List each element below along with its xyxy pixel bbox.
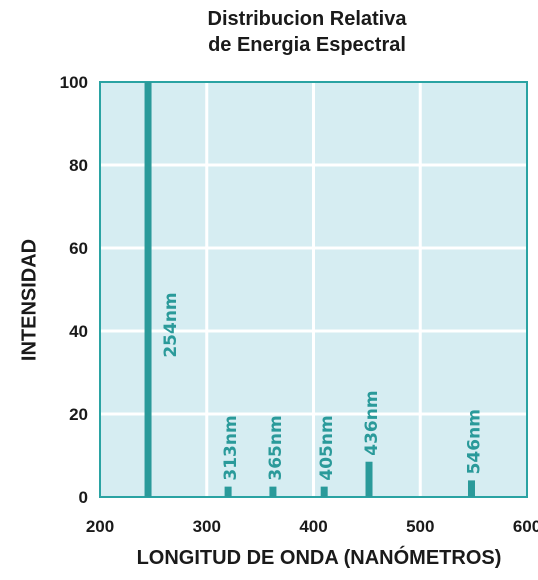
bar-546nm	[467, 480, 475, 497]
y-tick-label: 20	[69, 405, 88, 424]
y-tick-label: 40	[69, 322, 88, 341]
x-tick-label: 200	[86, 517, 114, 536]
y-tick-label: 100	[60, 73, 88, 92]
y-tick-label: 60	[69, 239, 88, 258]
x-tick-label: 500	[406, 517, 434, 536]
y-tick-label: 0	[79, 488, 88, 507]
bar-405nm	[320, 486, 328, 497]
bar-label: 254nm	[161, 292, 181, 357]
x-tick-label: 400	[299, 517, 327, 536]
bar-254nm	[144, 82, 152, 497]
y-tick-label: 80	[69, 156, 88, 175]
bar-436nm	[365, 461, 373, 497]
chart-title-line-2: de Energia Espectral	[208, 34, 406, 56]
x-tick-label: 600	[513, 517, 538, 536]
bar-label: 405nm	[317, 415, 337, 480]
bar-313nm	[224, 486, 232, 497]
bar-label: 436nm	[362, 390, 382, 455]
bar-label: 313nm	[221, 415, 241, 480]
x-axis-label: LONGITUD DE ONDA (NANÓMETROS)	[136, 547, 502, 569]
plot-frame	[99, 81, 528, 498]
bar-label: 546nm	[464, 409, 484, 474]
chart-title-line-1: Distribucion Relativa	[207, 8, 407, 30]
bar-label: 365nm	[266, 415, 286, 480]
bar-365nm	[269, 486, 277, 497]
x-tick-label: 300	[193, 517, 221, 536]
